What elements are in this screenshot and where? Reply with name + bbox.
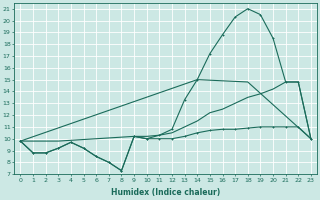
X-axis label: Humidex (Indice chaleur): Humidex (Indice chaleur)	[111, 188, 220, 197]
